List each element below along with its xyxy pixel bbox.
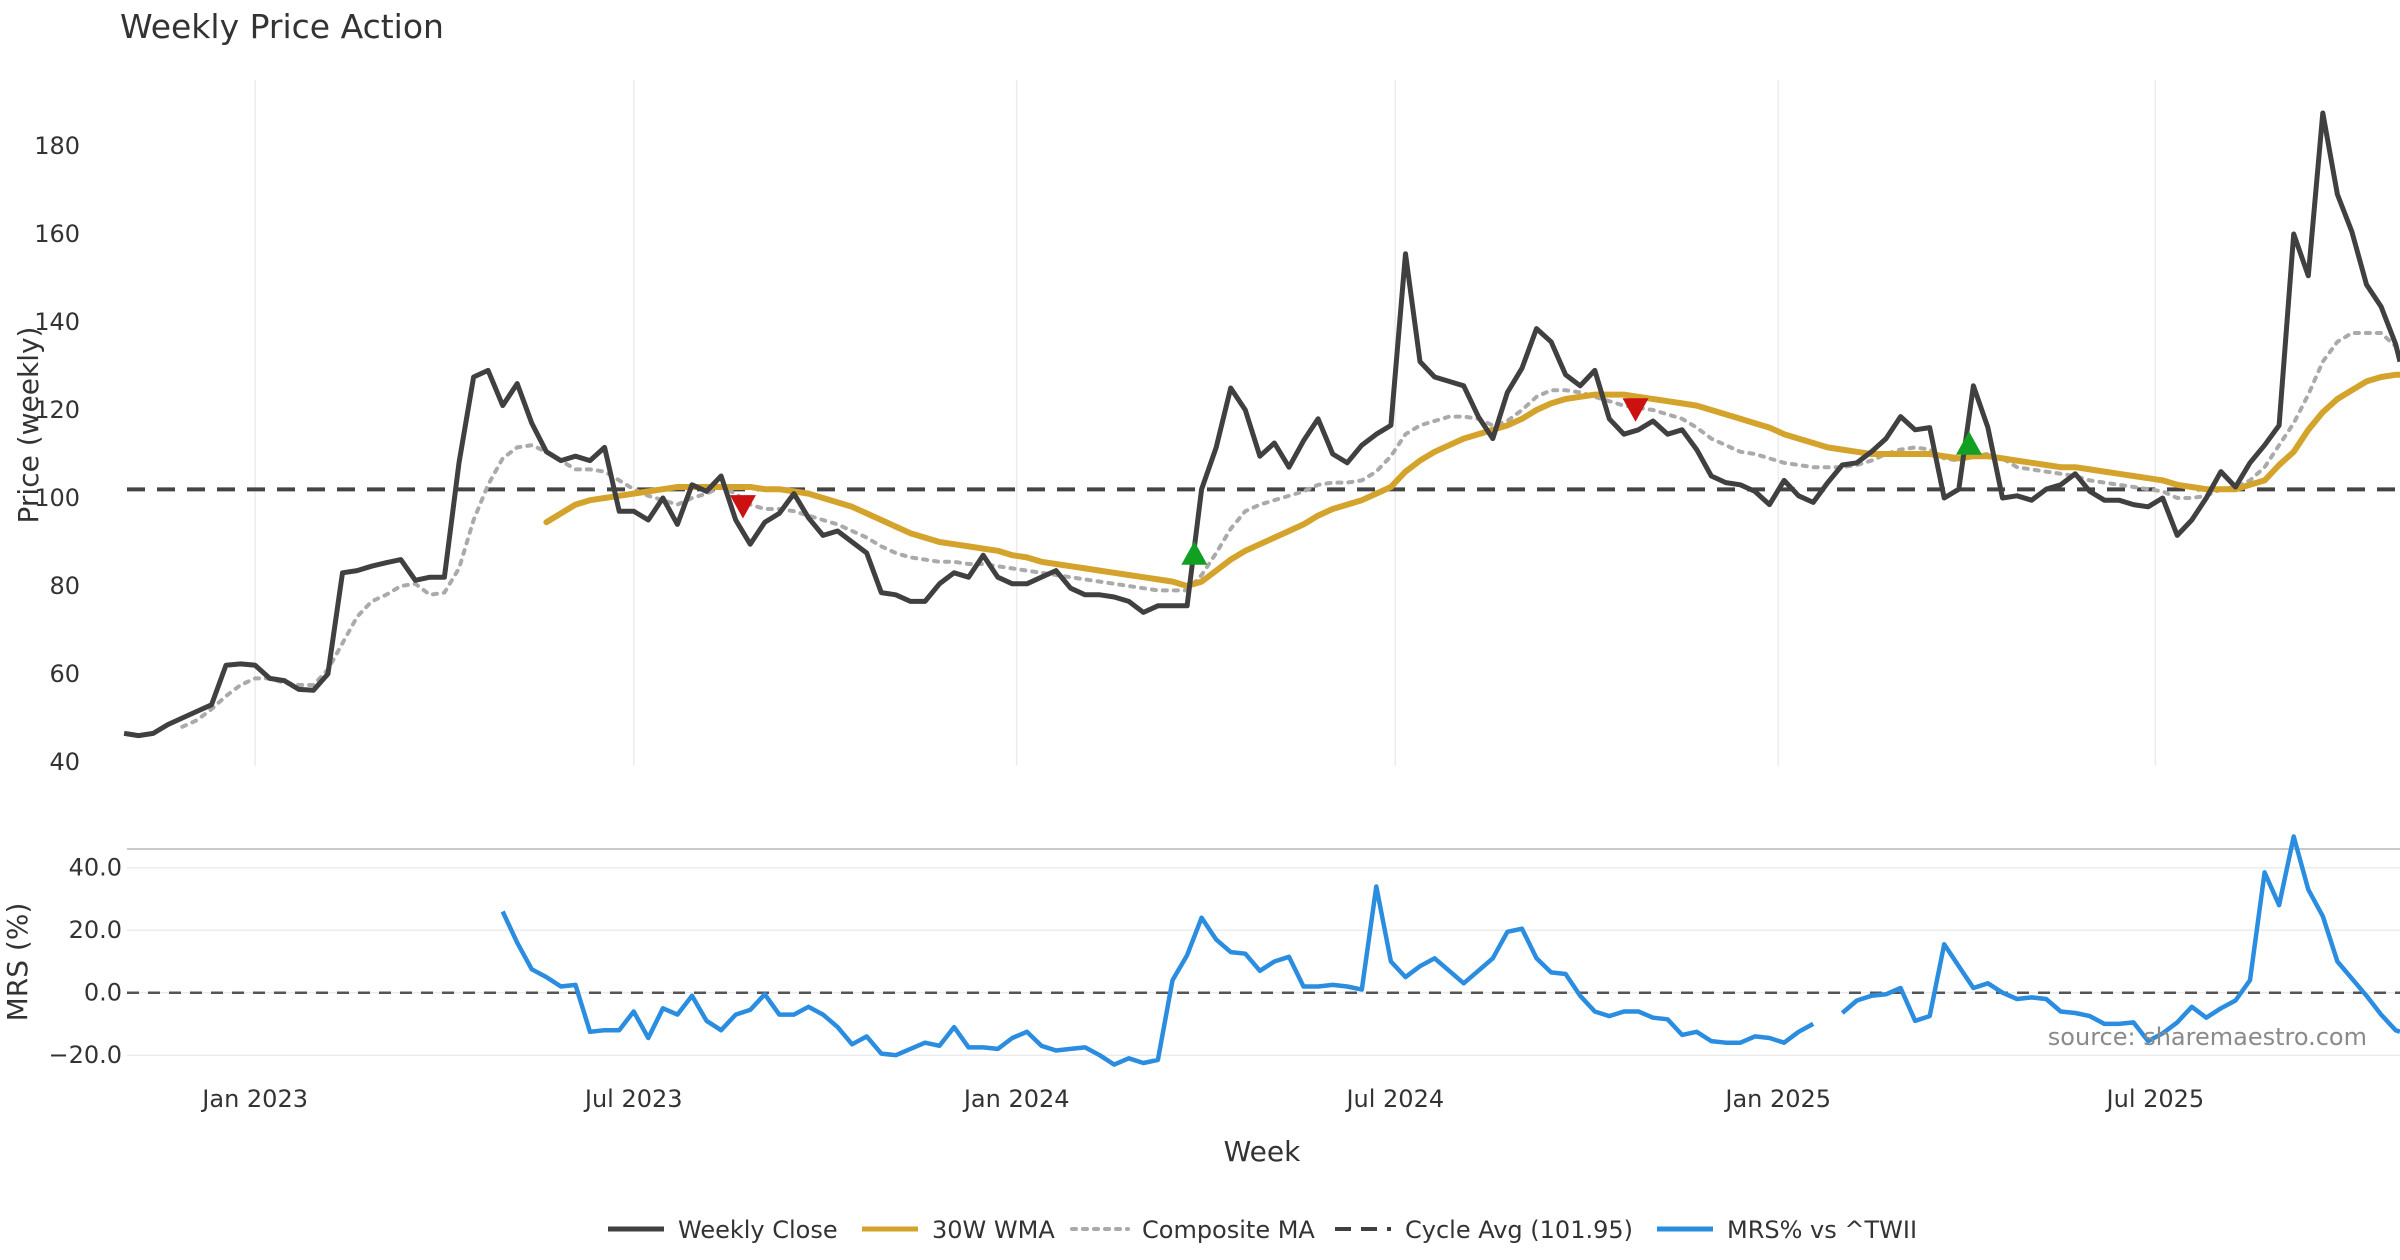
- x-tick-label: Jan 2023: [200, 1085, 308, 1113]
- mrs-y-tick-label: 0.0: [84, 979, 122, 1007]
- legend-label: Weekly Close: [678, 1216, 838, 1244]
- x-tick-label: Jul 2023: [583, 1085, 683, 1113]
- price-y-tick-label: 120: [34, 396, 80, 424]
- buy-signal-marker: [1181, 541, 1208, 565]
- x-tick-label: Jan 2024: [962, 1085, 1070, 1113]
- price-y-tick-label: 60: [49, 660, 80, 688]
- x-axis-label: Week: [1224, 1135, 1301, 1168]
- mrs-y-ticks: −20.0 0.0 20.0 40.0: [48, 854, 122, 1069]
- buy-signal-marker: [1955, 431, 1982, 455]
- x-tick-label: Jan 2025: [1723, 1085, 1831, 1113]
- price-series: [123, 110, 2400, 739]
- legend-label: Cycle Avg (101.95): [1405, 1216, 1633, 1244]
- weekly-close-line: [123, 110, 2400, 739]
- price-y-axis-label: Price (weekly): [12, 327, 45, 524]
- price-y-tick-label: 100: [34, 484, 80, 512]
- legend-label: 30W WMA: [932, 1216, 1055, 1244]
- price-y-tick-label: 80: [49, 572, 80, 600]
- mrs-y-tick-label: 20.0: [69, 916, 122, 944]
- sell-signal-marker: [1622, 398, 1649, 422]
- price-y-tick-label: 180: [34, 132, 80, 160]
- price-panel-grid: [254, 80, 2157, 766]
- mrs-line-segment: [500, 884, 1815, 1067]
- mrs-panel-grid: [127, 866, 2400, 1056]
- mrs-series: [500, 834, 2400, 1067]
- price-y-tick-label: 40: [49, 748, 80, 776]
- wma-30w-line: [543, 371, 2400, 589]
- chart-title: Weekly Price Action: [120, 7, 444, 46]
- source-watermark: source: sharemaestro.com: [2048, 1023, 2367, 1051]
- composite-ma-line: [180, 331, 2400, 729]
- sell-signal-marker: [729, 495, 756, 519]
- mrs-y-axis-label: MRS (%): [1, 903, 34, 1022]
- legend: Weekly Close 30W WMA Composite MA Cycle Avg…: [608, 1216, 1917, 1244]
- legend-label: MRS% vs ^TWII: [1727, 1216, 1917, 1244]
- mrs-y-tick-label: −20.0: [48, 1041, 122, 1069]
- price-y-tick-label: 160: [34, 220, 80, 248]
- legend-label: Composite MA: [1142, 1216, 1315, 1244]
- mrs-line-segment: [1840, 834, 2400, 1044]
- signal-markers: [729, 398, 1982, 565]
- price-y-tick-label: 140: [34, 308, 80, 336]
- x-ticks: Jan 2023 Jul 2023 Jan 2024 Jul 2024 Jan 2025…: [200, 1085, 2204, 1113]
- mrs-y-tick-label: 40.0: [69, 854, 122, 882]
- price-y-ticks: 40 60 80 100 120 140 160 180: [34, 132, 80, 776]
- x-tick-label: Jul 2025: [2105, 1085, 2205, 1113]
- x-tick-label: Jul 2024: [1344, 1085, 1444, 1113]
